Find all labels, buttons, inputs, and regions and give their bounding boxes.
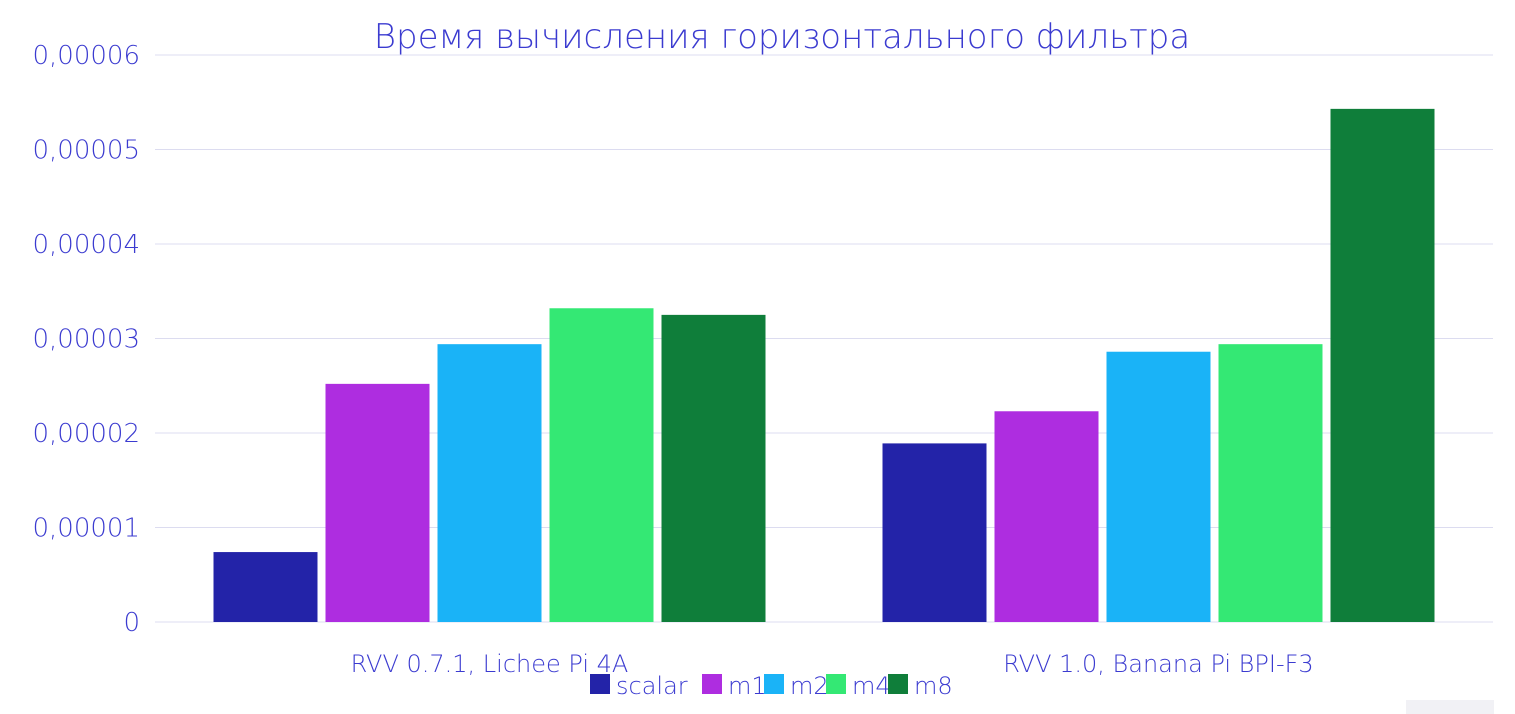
bar-m1 <box>994 411 1099 622</box>
chart-title: Время вычисления горизонтального фильтра <box>374 17 1190 57</box>
legend-label-scalar: scalar <box>616 672 688 700</box>
legend-swatch-m2 <box>764 674 784 694</box>
bars <box>213 108 1435 623</box>
y-tick-label: 0,00002 <box>32 419 140 449</box>
bar-scalar <box>882 443 987 622</box>
legend-label-m8: m8 <box>914 672 953 700</box>
bar-m4 <box>549 308 654 622</box>
x-category-label: RVV 0.7.1, Lichee Pi 4A <box>351 650 629 678</box>
legend: scalar m1 m2 m4 m8 <box>590 672 953 700</box>
legend-swatch-m8 <box>888 674 908 694</box>
y-tick-label: 0,00001 <box>32 514 140 544</box>
legend-swatch-scalar <box>590 674 610 694</box>
y-tick-label: 0 <box>123 608 140 638</box>
bar-m4 <box>1218 344 1323 622</box>
x-category-label: RVV 1.0, Banana Pi BPI-F3 <box>1003 650 1313 678</box>
y-tick-label: 0,00003 <box>32 325 140 355</box>
page-number-badge <box>1406 700 1494 714</box>
legend-swatch-m1 <box>702 674 722 694</box>
bar-m8 <box>661 314 766 622</box>
legend-label-m2: m2 <box>790 672 829 700</box>
bar-m1 <box>325 383 430 622</box>
bar-scalar <box>213 552 318 622</box>
legend-label-m4: m4 <box>852 672 891 700</box>
bar-m8 <box>1330 108 1435 623</box>
y-tick-label: 0,00006 <box>32 41 140 71</box>
y-tick-label: 0,00005 <box>32 136 140 166</box>
bar-m2 <box>1106 351 1211 622</box>
x-axis-category-labels: RVV 0.7.1, Lichee Pi 4A RVV 1.0, Banana P… <box>351 650 1314 678</box>
legend-label-m1: m1 <box>728 672 767 700</box>
legend-swatch-m4 <box>826 674 846 694</box>
y-axis-tick-labels: 0 0,00001 0,00002 0,00003 0,00004 0,00005 0,00… <box>32 41 140 638</box>
bar-m2 <box>437 344 542 622</box>
y-tick-label: 0,00004 <box>32 230 140 260</box>
